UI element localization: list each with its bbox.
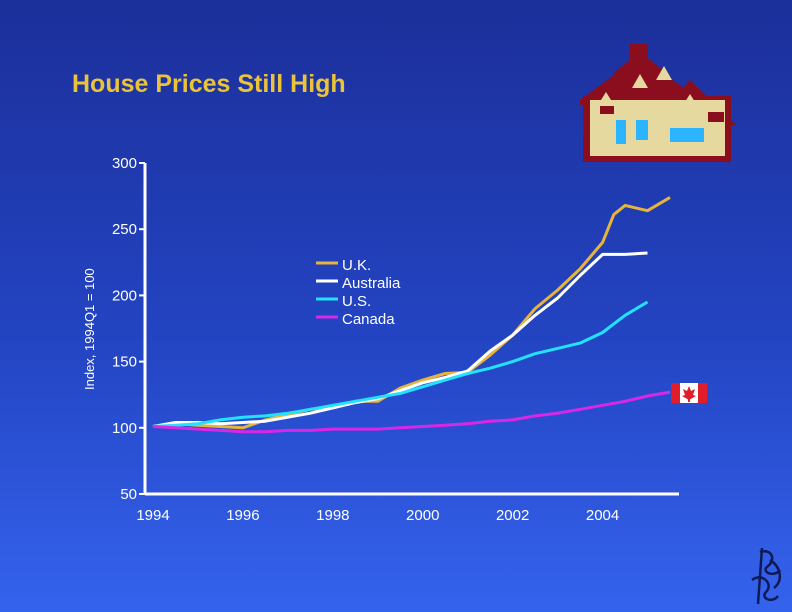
series-line-australia	[152, 251, 648, 428]
series-line-canada	[152, 390, 671, 434]
y-tick-label: 250	[112, 221, 137, 238]
legend: U.K. Australia U.S. Canada	[316, 257, 401, 328]
house-icon	[580, 44, 736, 162]
x-tick-label: 1994	[136, 507, 169, 524]
y-axis-label: Index, 1994Q1 = 100	[82, 268, 97, 390]
y-tick-label: 300	[112, 155, 137, 172]
page-title: House Prices Still High	[72, 70, 346, 98]
x-tick-label: 1998	[316, 507, 349, 524]
x-tick-label: 2002	[496, 507, 529, 524]
series-line-uk	[152, 196, 671, 430]
x-tick-label: 2004	[586, 507, 619, 524]
y-tick-label: 150	[112, 354, 137, 371]
legend-label-uk: U.K.	[342, 257, 371, 274]
legend-label-us: U.S.	[342, 293, 371, 310]
legend-label-canada: Canada	[342, 311, 395, 328]
y-tick-label: 100	[112, 420, 137, 437]
y-tick-label: 200	[112, 287, 137, 304]
x-tick-label: 2000	[406, 507, 439, 524]
x-tick-label: 1996	[226, 507, 259, 524]
series-line-us	[152, 300, 649, 428]
logo-icon	[751, 547, 782, 605]
legend-label-australia: Australia	[342, 275, 401, 292]
canada-flag-icon	[671, 383, 707, 403]
y-tick-label: 50	[120, 486, 137, 503]
